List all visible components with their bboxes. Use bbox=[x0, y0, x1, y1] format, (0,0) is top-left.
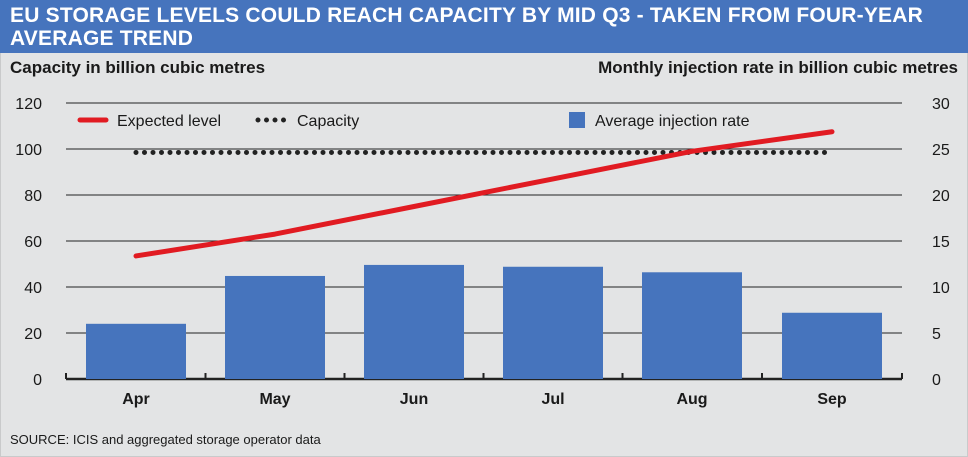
bar-may bbox=[225, 275, 325, 379]
bar-jun bbox=[364, 264, 464, 379]
right-tick-label: 30 bbox=[932, 96, 950, 113]
chart-title: EU STORAGE LEVELS COULD REACH CAPACITY B… bbox=[10, 4, 923, 50]
right-axis-title: Monthly injection rate in billion cubic … bbox=[598, 58, 958, 77]
header-banner: EU STORAGE LEVELS COULD REACH CAPACITY B… bbox=[0, 0, 968, 53]
left-axis-title: Capacity in billion cubic metres bbox=[10, 58, 266, 77]
bar-aug bbox=[642, 272, 742, 379]
category-label: Sep bbox=[817, 391, 847, 408]
right-tick-label: 20 bbox=[932, 188, 950, 205]
category-label: Apr bbox=[122, 391, 150, 408]
right-tick-label: 15 bbox=[932, 234, 950, 251]
bar-jul bbox=[503, 266, 603, 379]
left-tick-label: 60 bbox=[24, 234, 42, 251]
category-label: Aug bbox=[676, 391, 707, 408]
category-label: Jun bbox=[400, 391, 428, 408]
left-tick-label: 0 bbox=[33, 372, 42, 389]
legend-label-injection: Average injection rate bbox=[595, 113, 750, 130]
left-tick-label: 120 bbox=[15, 96, 42, 113]
right-tick-label: 0 bbox=[932, 372, 941, 389]
left-tick-label: 80 bbox=[24, 188, 42, 205]
legend-swatch-injection bbox=[569, 112, 585, 128]
category-label: May bbox=[259, 391, 290, 408]
left-tick-label: 100 bbox=[15, 142, 42, 159]
left-tick-label: 20 bbox=[24, 326, 42, 343]
bar-apr bbox=[86, 323, 186, 379]
legend-label-expected: Expected level bbox=[117, 113, 221, 130]
source-note: SOURCE: ICIS and aggregated storage oper… bbox=[10, 432, 321, 447]
right-tick-label: 5 bbox=[932, 326, 941, 343]
expected-level-line bbox=[133, 129, 835, 259]
legend-label-capacity: Capacity bbox=[297, 113, 359, 130]
category-label: Jul bbox=[541, 391, 564, 408]
bar-sep bbox=[782, 312, 882, 379]
right-tick-label: 10 bbox=[932, 280, 950, 297]
left-tick-label: 40 bbox=[24, 280, 42, 297]
right-tick-label: 25 bbox=[932, 142, 950, 159]
